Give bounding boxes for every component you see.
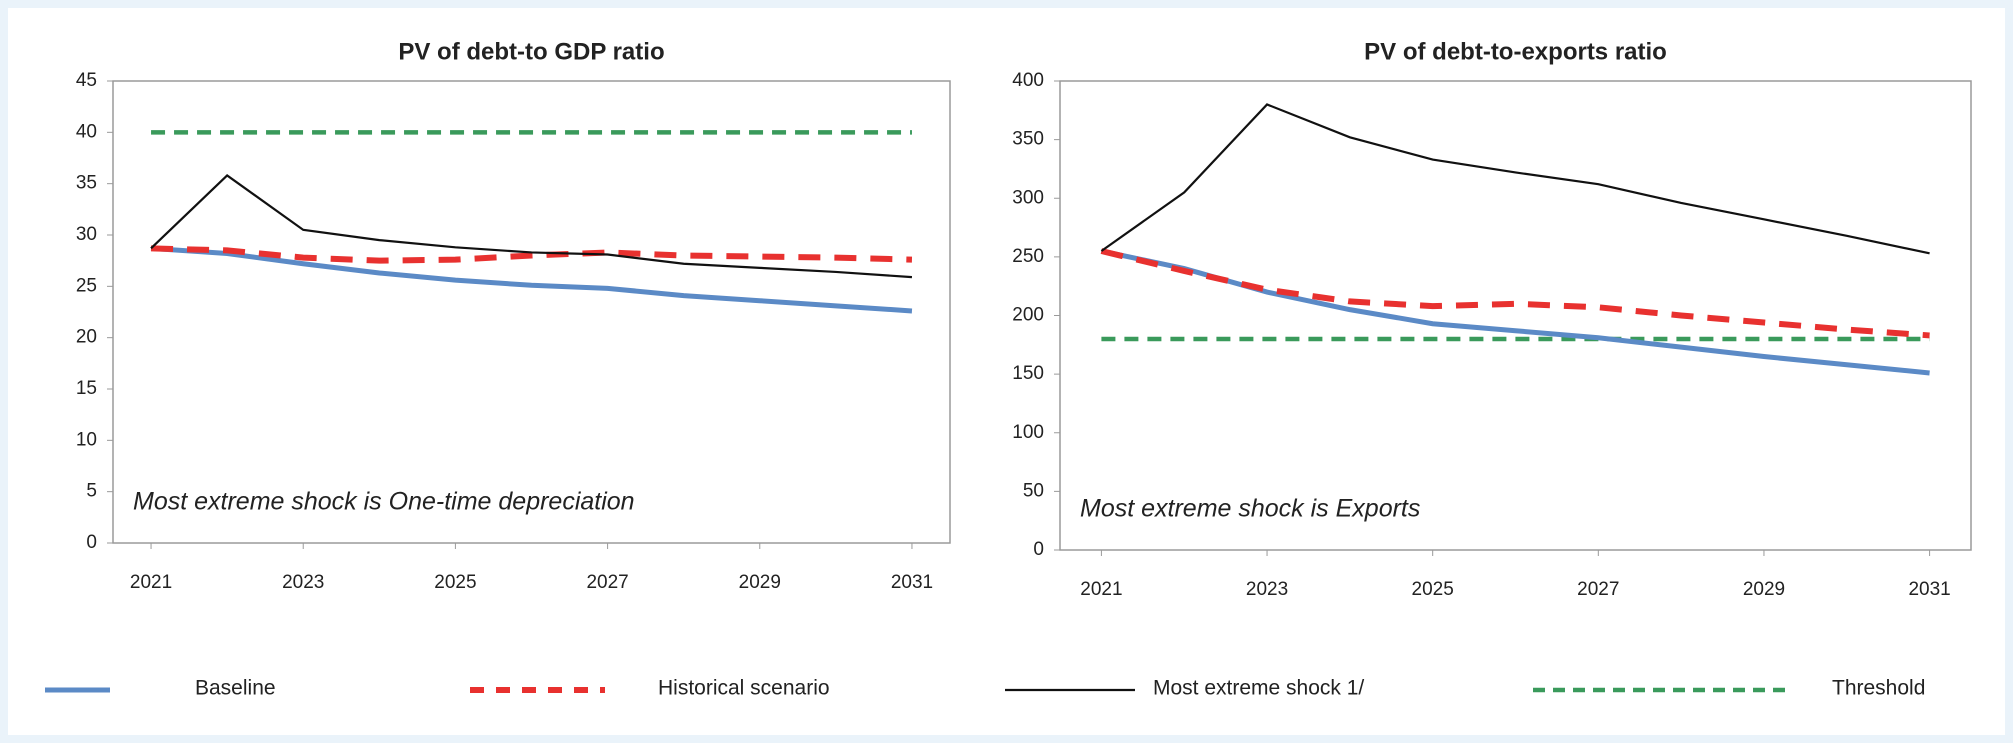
annotation: Most extreme shock is One-time depreciat… bbox=[133, 488, 635, 516]
x-tick-label: 2029 bbox=[739, 572, 781, 593]
x-tick-label: 2031 bbox=[1908, 579, 1950, 600]
annotation: Most extreme shock is Exports bbox=[1080, 495, 1420, 523]
y-tick-label: 200 bbox=[1012, 305, 1044, 326]
series-line bbox=[150, 245, 913, 314]
x-tick-label: 2031 bbox=[891, 572, 933, 593]
chart-title: PV of debt-to GDP ratio bbox=[398, 38, 664, 65]
panel bbox=[8, 8, 2005, 735]
series-line bbox=[1100, 248, 1930, 376]
legend-label: Most extreme shock 1/ bbox=[1153, 677, 1364, 700]
y-tick-label: 25 bbox=[76, 275, 97, 296]
y-tick-label: 150 bbox=[1012, 363, 1044, 384]
y-tick-label: 100 bbox=[1012, 422, 1044, 443]
x-tick-label: 2027 bbox=[586, 572, 628, 593]
legend-label: Baseline bbox=[195, 677, 276, 700]
x-tick-label: 2021 bbox=[1080, 579, 1122, 600]
y-tick-label: 5 bbox=[86, 481, 97, 502]
y-tick-label: 10 bbox=[76, 429, 97, 450]
y-tick-label: 250 bbox=[1012, 246, 1044, 267]
series-line bbox=[1100, 103, 1930, 255]
y-tick-label: 50 bbox=[1023, 480, 1044, 501]
legend-label: Historical scenario bbox=[658, 677, 830, 700]
y-tick-label: 35 bbox=[76, 173, 97, 194]
x-tick-label: 2027 bbox=[1577, 579, 1619, 600]
y-tick-label: 20 bbox=[76, 327, 97, 348]
y-tick-label: 350 bbox=[1012, 129, 1044, 150]
y-tick-label: 30 bbox=[76, 224, 97, 245]
y-tick-label: 15 bbox=[76, 378, 97, 399]
y-tick-label: 400 bbox=[1012, 70, 1044, 91]
x-tick-label: 2025 bbox=[1412, 579, 1454, 600]
legend-label: Threshold bbox=[1832, 677, 1925, 700]
plot-frame bbox=[112, 80, 951, 544]
series-line bbox=[150, 174, 913, 279]
x-tick-label: 2023 bbox=[1246, 579, 1288, 600]
y-tick-label: 0 bbox=[1033, 539, 1044, 560]
x-tick-label: 2025 bbox=[434, 572, 476, 593]
x-tick-label: 2029 bbox=[1743, 579, 1785, 600]
y-tick-label: 40 bbox=[76, 121, 97, 142]
y-tick-label: 0 bbox=[86, 532, 97, 553]
y-tick-label: 45 bbox=[76, 70, 97, 91]
series-line bbox=[150, 245, 913, 264]
y-tick-label: 300 bbox=[1012, 187, 1044, 208]
x-tick-label: 2023 bbox=[282, 572, 324, 593]
chart-title: PV of debt-to-exports ratio bbox=[1364, 38, 1667, 65]
x-tick-label: 2021 bbox=[130, 572, 172, 593]
series-line bbox=[1100, 248, 1930, 339]
